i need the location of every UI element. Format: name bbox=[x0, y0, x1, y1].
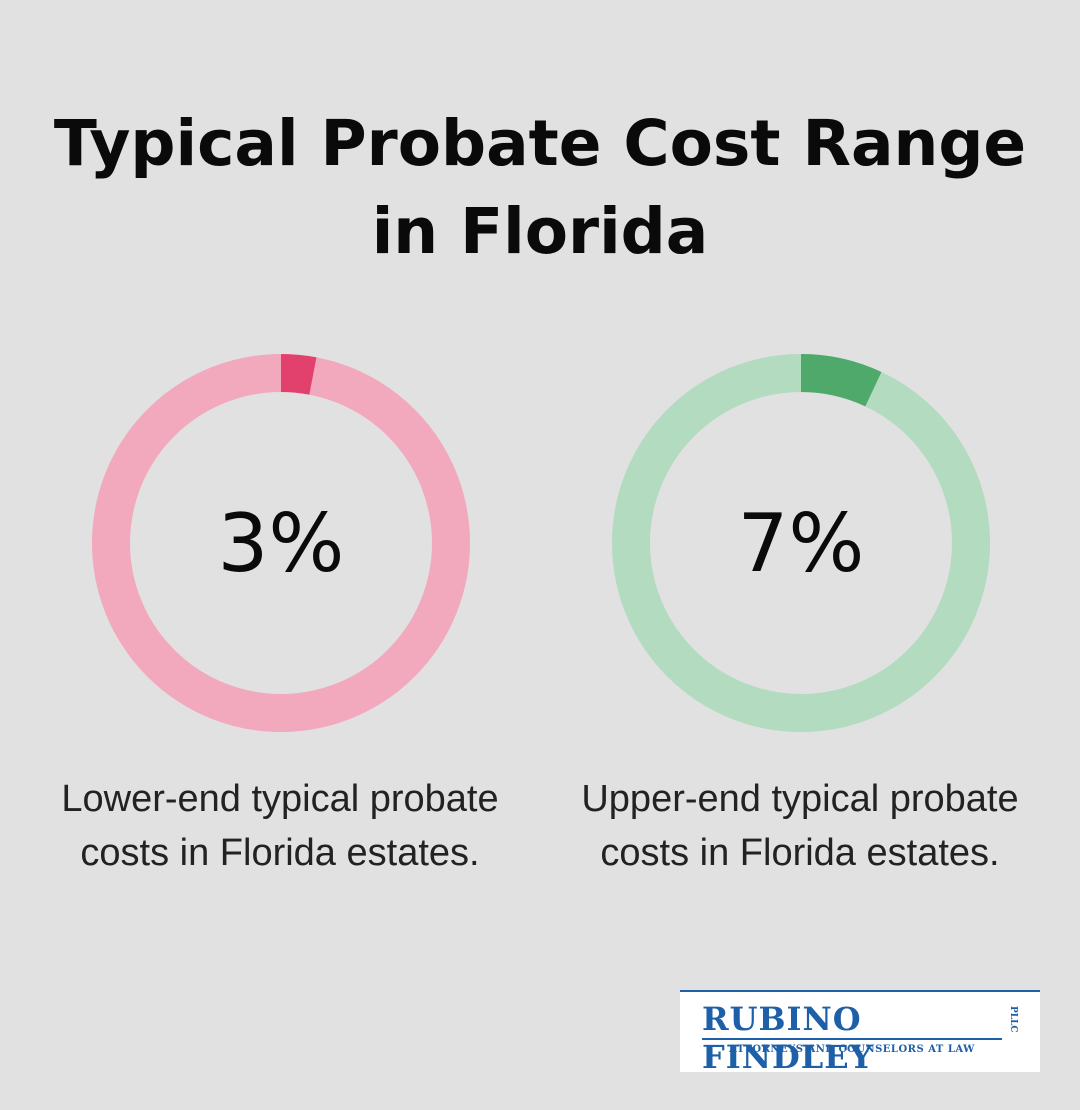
logo-tagline: ATTORNEYS AND COUNSELORS AT LAW bbox=[729, 1044, 975, 1055]
title-line-2: in Florida bbox=[371, 195, 709, 268]
caption-line: Lower-end typical probate bbox=[61, 778, 499, 820]
donut-low-svg bbox=[92, 354, 470, 732]
firm-logo: RUBINO FINDLEY PLLC ATTORNEYS AND COUNSE… bbox=[680, 990, 1040, 1076]
donut-chart-low: 3% bbox=[90, 352, 472, 734]
caption-line: Upper-end typical probate bbox=[581, 778, 1019, 820]
logo-divider bbox=[702, 1038, 1002, 1040]
logo-suffix: PLLC bbox=[1008, 1006, 1018, 1033]
caption-low: Lower-end typical probate costs in Flori… bbox=[20, 772, 540, 880]
caption-line: costs in Florida estates. bbox=[600, 832, 1000, 874]
donut-value-label: 3% bbox=[217, 496, 345, 590]
donut-segment bbox=[280, 354, 317, 395]
caption-high: Upper-end typical probate costs in Flori… bbox=[540, 772, 1060, 880]
caption-line: costs in Florida estates. bbox=[80, 832, 480, 874]
logo-name: RUBINO FINDLEY bbox=[702, 1000, 874, 1076]
page-title: Typical Probate Cost Range in Florida bbox=[0, 100, 1080, 276]
donut-chart-high: 7% bbox=[610, 352, 992, 734]
donut-segment bbox=[800, 354, 882, 407]
donut-high-svg bbox=[612, 354, 990, 732]
title-line-1: Typical Probate Cost Range bbox=[53, 107, 1027, 180]
donut-value-label: 7% bbox=[737, 496, 865, 590]
